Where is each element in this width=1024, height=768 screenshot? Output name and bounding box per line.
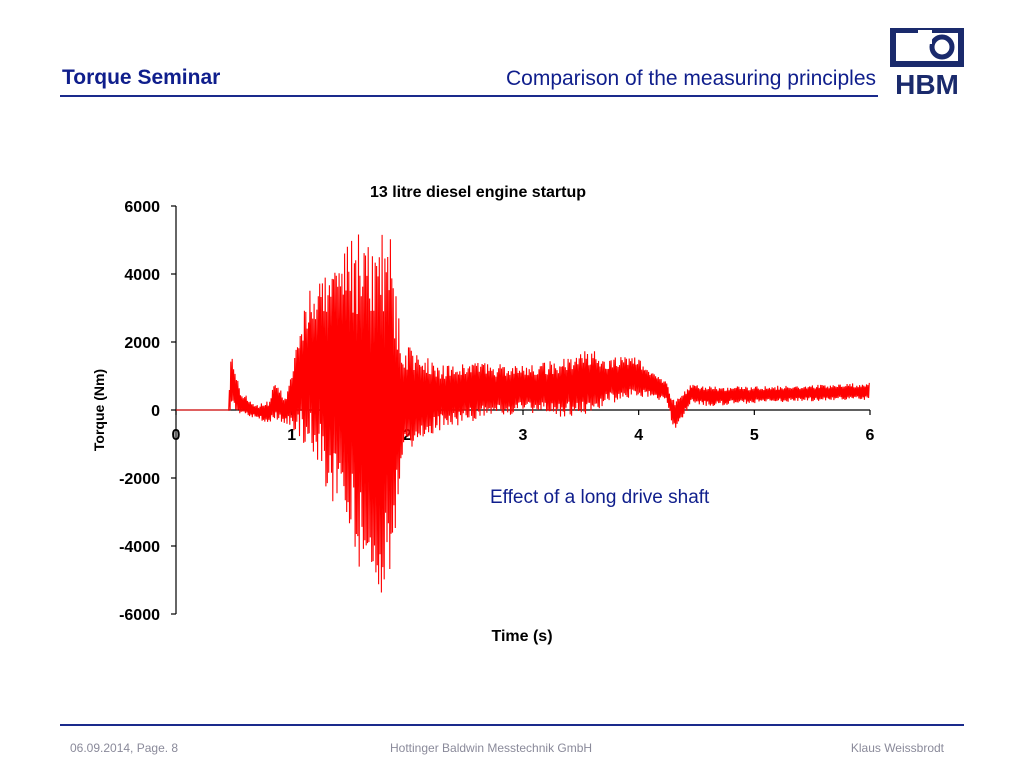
chart-title: 13 litre diesel engine startup (370, 184, 586, 201)
y-tick-label: -4000 (119, 539, 160, 556)
svg-text:HBM: HBM (895, 69, 959, 96)
x-tick-label: 6 (866, 427, 875, 444)
slide-title: Torque Seminar (62, 66, 221, 89)
torque-chart: 13 litre diesel engine startup Time (s) … (91, 184, 875, 645)
footer-author: Klaus Weissbrodt (850, 741, 944, 755)
header-divider (60, 95, 878, 97)
y-tick-label: 4000 (124, 267, 160, 284)
chart-series (176, 234, 870, 593)
x-tick-label: 0 (172, 427, 181, 444)
slide-subtitle: Comparison of the measuring principles (505, 67, 876, 90)
y-tick-label: 6000 (124, 199, 160, 216)
footer-company: Hottinger Baldwin Messtechnik GmbH (390, 741, 593, 755)
y-tick-label: -2000 (119, 471, 160, 488)
footer-divider (60, 724, 964, 726)
x-tick-label: 4 (634, 427, 643, 444)
footer-date-page: 06.09.2014, Page. 8 (70, 741, 179, 755)
y-tick-label: -6000 (119, 607, 160, 624)
x-axis-label: Time (s) (491, 628, 552, 645)
y-axis-label: Torque (Nm) (91, 369, 107, 451)
y-tick-label: 0 (151, 403, 160, 420)
y-tick-label: 2000 (124, 335, 160, 352)
x-tick-label: 5 (750, 427, 759, 444)
x-tick-label: 1 (287, 427, 296, 444)
torque-series-line (176, 234, 870, 593)
chart-annotation: Effect of a long drive shaft (490, 487, 710, 508)
x-tick-label: 3 (519, 427, 528, 444)
hbm-logo: HBM (890, 28, 964, 96)
